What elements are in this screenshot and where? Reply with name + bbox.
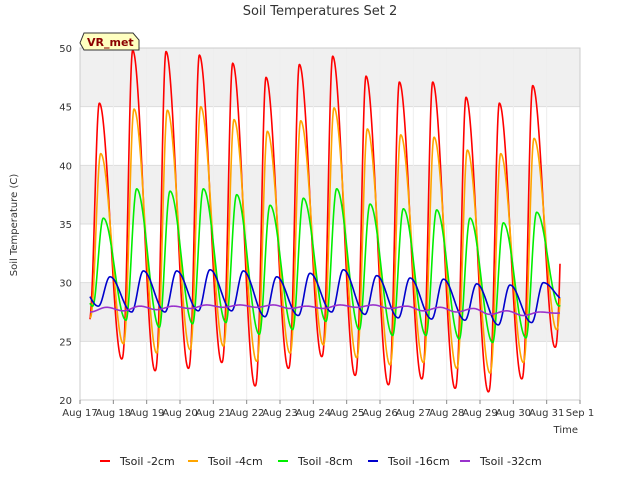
legend-label: Tsoil -8cm [297,455,353,468]
x-tick-label: Aug 24 [296,408,331,419]
y-axis-label: Soil Temperature (C) [9,174,20,277]
x-tick-label: Sep 1 [566,408,594,419]
x-tick-label: Aug 20 [162,408,197,419]
x-tick-label: Aug 21 [196,408,231,419]
x-tick-label: Aug 25 [329,408,364,419]
series-line-2 [89,188,561,344]
y-tick-label: 45 [59,103,72,114]
legend-label: Tsoil -32cm [479,455,542,468]
x-tick-label: Aug 30 [496,408,531,419]
x-axis-label: Time [553,425,578,436]
x-tick-label: Aug 23 [262,408,297,419]
y-tick-label: 20 [59,396,72,407]
x-tick-label: Aug 22 [229,408,264,419]
y-tick-label: 30 [59,279,72,290]
y-tick-label: 25 [59,337,72,348]
x-tick-label: Aug 27 [396,408,431,419]
legend-label: Tsoil -16cm [387,455,450,468]
x-tick-label: Aug 19 [129,408,164,419]
x-tick-label: Aug 18 [96,408,131,419]
x-tick-label: Aug 26 [362,408,397,419]
legend: Tsoil -2cm Tsoil -4cm Tsoil -8cm Tsoil -16c… [100,455,542,468]
legend-label: Tsoil -4cm [207,455,263,468]
series-line-4 [89,304,561,317]
badge-shape [79,32,140,51]
x-tick-label: Aug 31 [529,408,564,419]
series-layer [89,49,561,393]
badge-label: VR_met [87,36,134,49]
y-axis-ticks: 20 25 30 35 40 45 50 [59,44,72,407]
y-tick-label: 35 [59,220,72,231]
x-tick-label: Aug 29 [462,408,497,419]
series-line-1 [89,105,561,374]
y-tick-label: 40 [59,161,72,172]
y-tick-label: 50 [59,44,72,55]
station-badge: VR_met [79,32,140,51]
legend-label: Tsoil -2cm [119,455,175,468]
series-line-3 [89,268,561,326]
chart-title: Soil Temperatures Set 2 [243,4,398,19]
x-tick-label: Aug 28 [429,408,464,419]
x-tick-label: Aug 17 [62,408,97,419]
plot-frame [79,47,581,401]
